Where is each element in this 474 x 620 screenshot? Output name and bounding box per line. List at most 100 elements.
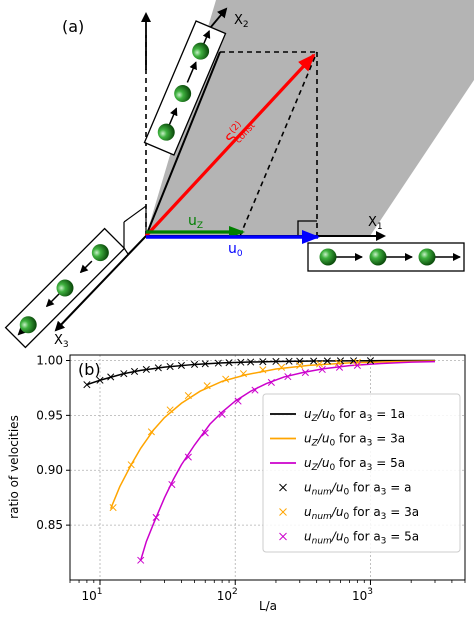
data-point-marker <box>120 370 128 378</box>
data-point-marker <box>152 513 160 521</box>
chart-ticks: 0.85 0.90 0.95 1.00 101 102 103 <box>36 353 466 603</box>
data-point-marker <box>142 365 150 374</box>
data-point-marker <box>259 358 267 366</box>
x-axis-label: L/a <box>259 599 277 613</box>
y-axis-label: ratio of velocities <box>7 415 21 519</box>
marker-stroke <box>96 376 104 384</box>
data-point-marker <box>137 556 145 564</box>
marker-stroke <box>225 359 233 367</box>
marker-stroke <box>107 373 115 381</box>
s-const-vector <box>144 53 316 238</box>
marker-stroke <box>237 358 245 366</box>
marker-stroke <box>137 556 145 564</box>
data-point-marker <box>190 360 199 368</box>
marker-stroke <box>127 461 135 469</box>
marker-stroke <box>259 358 267 366</box>
data-point-marker <box>107 373 115 381</box>
marker-stroke <box>166 406 174 414</box>
marker-stroke <box>267 378 275 386</box>
x3-axis-label: X3 <box>54 333 69 350</box>
marker-stroke <box>203 382 211 390</box>
x1-sphere-box <box>307 242 465 272</box>
legend-entry-label: unum/u0 for a3 = 3a <box>304 505 419 522</box>
data-point-marker <box>353 361 361 369</box>
sphere <box>174 85 192 103</box>
data-point-marker <box>166 362 174 371</box>
x-tick-label: 103 <box>352 587 373 603</box>
legend-marker-sample <box>279 532 287 541</box>
data-point-marker <box>267 378 275 386</box>
marker-stroke <box>323 357 331 365</box>
sphere <box>418 248 436 266</box>
marker-stroke <box>350 357 358 365</box>
marker-stroke <box>251 386 259 394</box>
data-point-marker <box>234 397 242 405</box>
marker-stroke <box>335 363 344 371</box>
data-point-marker <box>203 382 211 390</box>
marker-stroke <box>201 360 209 368</box>
data-point-marker <box>222 375 230 383</box>
panel-a-label: (a) <box>62 17 84 36</box>
uz-label: uZ <box>188 213 203 231</box>
data-point-marker <box>127 461 135 469</box>
marker-stroke <box>234 397 242 405</box>
marker-stroke <box>277 363 286 371</box>
data-point-marker <box>147 428 155 436</box>
series-line <box>110 360 436 509</box>
marker-stroke <box>184 392 192 400</box>
x2-axis-label: X2 <box>234 13 249 30</box>
right-angle-marker <box>297 220 317 236</box>
marker-stroke <box>259 366 267 374</box>
legend-frame <box>262 393 461 553</box>
data-point-marker <box>130 367 139 376</box>
data-point-marker <box>318 365 326 374</box>
sphere <box>157 123 175 141</box>
chart-legend: uZ/u0 for a3 = 1a uZ/u0 for a3 = 3a uZ/u0 … <box>262 393 461 553</box>
data-point-marker <box>184 453 192 461</box>
y-tick-label: 0.85 <box>36 518 63 532</box>
marker-stroke <box>366 357 375 365</box>
marker-stroke <box>315 360 324 368</box>
data-point-marker <box>315 360 324 368</box>
data-point-marker <box>284 373 292 381</box>
data-point-marker <box>323 357 331 365</box>
data-point-marker <box>353 358 361 366</box>
chart-series <box>83 357 436 564</box>
marker-stroke <box>239 370 248 378</box>
data-point-marker <box>109 504 117 512</box>
data-point-marker <box>272 357 280 366</box>
marker-stroke <box>109 504 117 512</box>
marker-stroke <box>177 361 185 369</box>
marker-stroke <box>310 357 318 365</box>
x-tick-label: 101 <box>81 587 102 603</box>
data-point-marker <box>310 357 318 365</box>
marker-stroke <box>201 429 209 437</box>
y-tick-label: 1.00 <box>36 353 63 367</box>
series-line <box>86 359 436 386</box>
legend-entry-label: unum/u0 for a3 = a <box>304 481 411 498</box>
origin-slab-outline <box>123 204 147 255</box>
marker-stroke <box>190 360 199 368</box>
data-point-marker <box>237 358 245 366</box>
data-point-marker <box>366 357 375 365</box>
legend-entry-label: uZ/u0 for a3 = 3a <box>304 432 405 449</box>
marker-stroke <box>218 410 226 418</box>
data-point-marker <box>201 429 209 437</box>
panel-b-label: (b) <box>78 360 101 379</box>
plot-frame <box>69 354 466 581</box>
y-tick-label: 0.95 <box>36 408 63 422</box>
legend-marker-sample <box>279 508 287 516</box>
sphere <box>192 42 210 60</box>
marker-stroke <box>147 428 155 436</box>
x3-sphere-box <box>4 227 126 349</box>
sphere <box>56 279 74 297</box>
marker-stroke <box>285 357 293 365</box>
sphere <box>319 248 337 266</box>
series-line <box>139 360 436 561</box>
data-point-marker <box>277 363 286 371</box>
marker-stroke <box>296 361 304 369</box>
data-point-marker <box>168 480 176 489</box>
y-tick-label: 0.90 <box>36 463 63 477</box>
x2-axis-solid <box>145 51 221 237</box>
marker-stroke <box>318 365 326 374</box>
